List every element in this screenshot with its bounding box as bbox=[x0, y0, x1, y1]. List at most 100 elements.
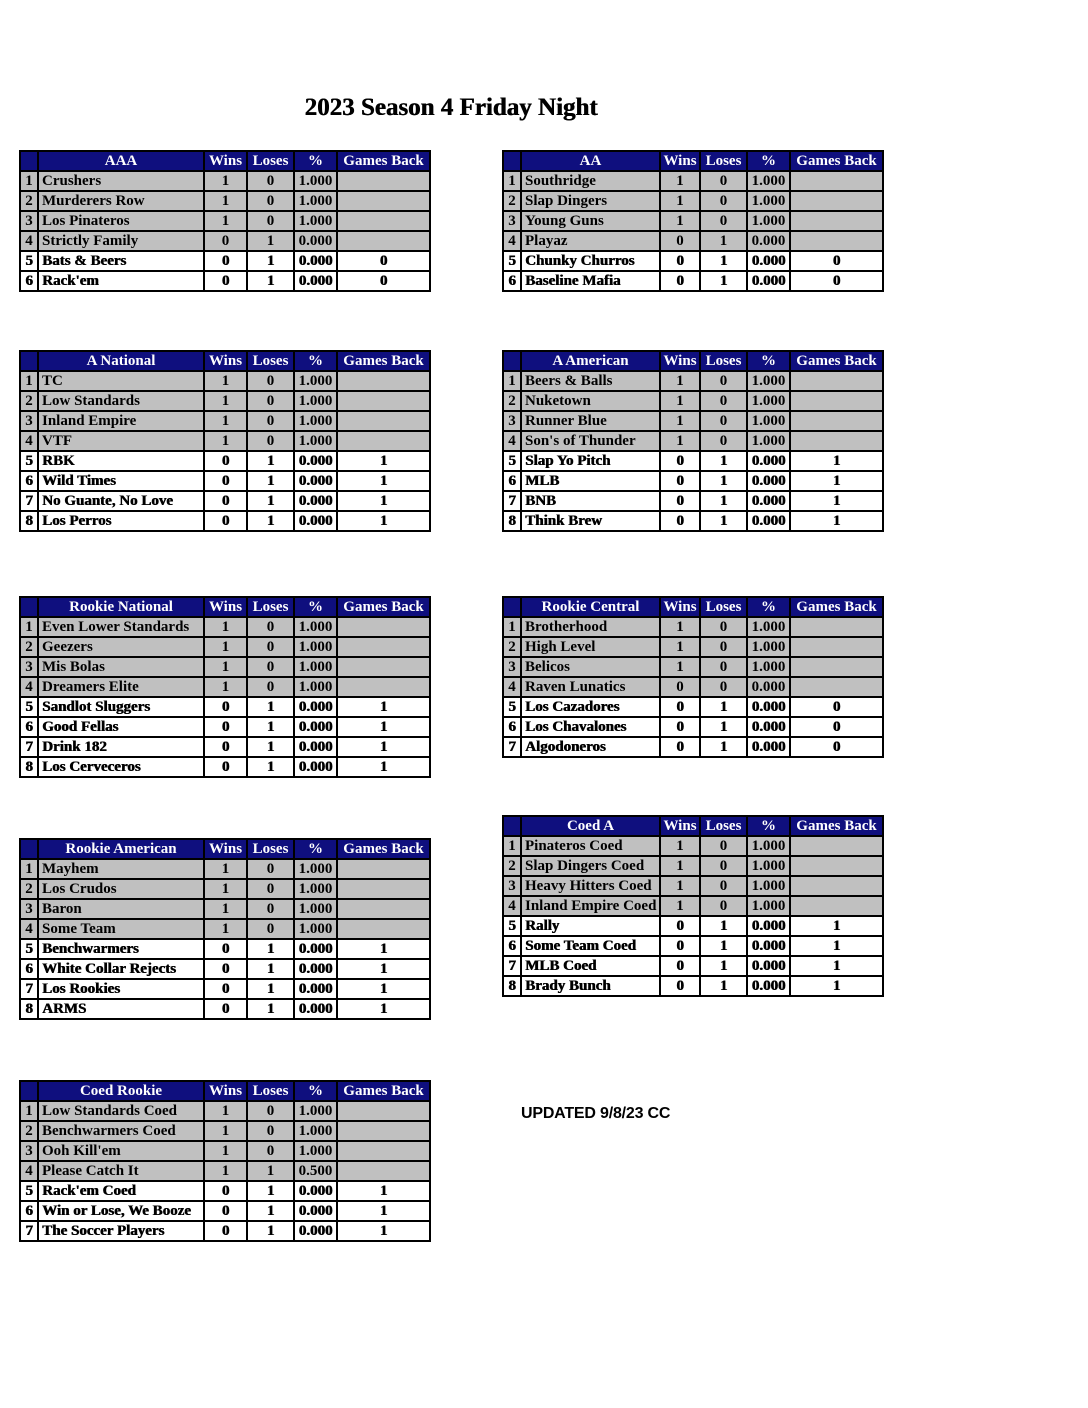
column-header: Loses bbox=[246, 150, 295, 172]
table-row: 1 Brotherhood 1 0 1.000 bbox=[502, 616, 884, 638]
table-row: 5 Sandlot Sluggers 0 1 0.000 1 bbox=[19, 696, 431, 718]
column-header: % bbox=[293, 838, 338, 860]
table-row: 8 Los Perros 0 1 0.000 1 bbox=[19, 510, 431, 532]
pct-cell: 0.000 bbox=[293, 716, 338, 738]
rank-cell: 4 bbox=[502, 230, 522, 252]
wins-cell: 0 bbox=[659, 490, 701, 512]
rank-cell: 3 bbox=[502, 875, 522, 897]
rank-cell: 5 bbox=[19, 450, 39, 472]
team-name: Good Fellas bbox=[37, 716, 205, 738]
rank-cell: 6 bbox=[502, 470, 522, 492]
column-header: % bbox=[746, 350, 791, 372]
rank-cell: 2 bbox=[502, 390, 522, 412]
header-row: AA Wins Loses% Games Back bbox=[502, 150, 884, 172]
team-name: Low Standards Coed bbox=[37, 1100, 205, 1122]
pct-cell: 1.000 bbox=[746, 835, 791, 857]
team-name: Some Team Coed bbox=[520, 935, 661, 957]
wins-cell: 1 bbox=[659, 370, 701, 392]
table-row: 7 No Guante, No Love 0 1 0.000 1 bbox=[19, 490, 431, 512]
rank-cell: 6 bbox=[19, 470, 39, 492]
pct-cell: 0.500 bbox=[293, 1160, 338, 1182]
wins-cell: 1 bbox=[659, 895, 701, 917]
wins-cell: 1 bbox=[659, 170, 701, 192]
loses-cell: 0 bbox=[699, 430, 748, 452]
rank-cell: 4 bbox=[19, 918, 39, 940]
rank-cell: 2 bbox=[19, 390, 39, 412]
loses-cell: 0 bbox=[246, 1140, 295, 1162]
table-row: 7 The Soccer Players 0 1 0.000 1 bbox=[19, 1220, 431, 1242]
column-header: Games Back bbox=[789, 596, 884, 618]
loses-cell: 1 bbox=[246, 1200, 295, 1222]
loses-cell: 0 bbox=[246, 898, 295, 920]
rank-cell: 3 bbox=[19, 656, 39, 678]
team-name: VTF bbox=[37, 430, 205, 452]
loses-cell: 1 bbox=[246, 1180, 295, 1202]
column-header: % bbox=[293, 596, 338, 618]
loses-cell: 0 bbox=[246, 170, 295, 192]
loses-cell: 0 bbox=[699, 835, 748, 857]
column-header: Games Back bbox=[336, 350, 431, 372]
loses-cell: 1 bbox=[699, 915, 748, 937]
games-back-cell bbox=[336, 676, 431, 698]
wins-cell: 0 bbox=[659, 975, 701, 997]
games-back-cell: 1 bbox=[336, 1220, 431, 1242]
wins-cell: 0 bbox=[203, 270, 248, 292]
team-name: Algodoneros bbox=[520, 736, 661, 758]
team-name: Low Standards bbox=[37, 390, 205, 412]
header-row: A American Wins Loses% Games Back bbox=[502, 350, 884, 372]
games-back-cell: 0 bbox=[789, 716, 884, 738]
header-row: Coed Rookie Wins Loses% Games Back bbox=[19, 1080, 431, 1102]
corner-cell bbox=[502, 350, 522, 372]
wins-cell: 1 bbox=[659, 875, 701, 897]
column-header: % bbox=[746, 815, 791, 837]
games-back-cell bbox=[789, 210, 884, 232]
wins-cell: 1 bbox=[659, 410, 701, 432]
wins-cell: 0 bbox=[659, 230, 701, 252]
corner-cell bbox=[19, 596, 39, 618]
games-back-cell bbox=[336, 190, 431, 212]
wins-cell: 1 bbox=[203, 190, 248, 212]
games-back-cell: 1 bbox=[336, 1200, 431, 1222]
team-name: Los Chavalones bbox=[520, 716, 661, 738]
pct-cell: 1.000 bbox=[746, 370, 791, 392]
wins-cell: 1 bbox=[203, 370, 248, 392]
page-title: 2023 Season 4 Friday Night bbox=[304, 94, 598, 121]
games-back-cell: 1 bbox=[789, 470, 884, 492]
team-name: Los Perros bbox=[37, 510, 205, 532]
wins-cell: 1 bbox=[203, 676, 248, 698]
rank-cell: 7 bbox=[502, 736, 522, 758]
loses-cell: 0 bbox=[246, 676, 295, 698]
table-row: 6 Baseline Mafia 0 1 0.000 0 bbox=[502, 270, 884, 292]
table-row: 6 Some Team Coed 0 1 0.000 1 bbox=[502, 935, 884, 957]
games-back-cell bbox=[789, 636, 884, 658]
wins-cell: 0 bbox=[203, 756, 248, 778]
pct-cell: 1.000 bbox=[293, 858, 338, 880]
column-header: Wins bbox=[203, 350, 248, 372]
pct-cell: 0.000 bbox=[293, 978, 338, 1000]
wins-cell: 0 bbox=[203, 736, 248, 758]
pct-cell: 1.000 bbox=[746, 895, 791, 917]
wins-cell: 1 bbox=[203, 1120, 248, 1142]
header-row: Rookie Central Wins Loses% Games Back bbox=[502, 596, 884, 618]
wins-cell: 0 bbox=[659, 470, 701, 492]
loses-cell: 1 bbox=[246, 756, 295, 778]
team-name: Sandlot Sluggers bbox=[37, 696, 205, 718]
pct-cell: 1.000 bbox=[746, 390, 791, 412]
pct-cell: 1.000 bbox=[746, 170, 791, 192]
loses-cell: 1 bbox=[699, 230, 748, 252]
rank-cell: 7 bbox=[19, 736, 39, 758]
wins-cell: 1 bbox=[659, 430, 701, 452]
pct-cell: 0.000 bbox=[293, 470, 338, 492]
pct-cell: 0.000 bbox=[746, 450, 791, 472]
loses-cell: 1 bbox=[246, 250, 295, 272]
team-name: Please Catch It bbox=[37, 1160, 205, 1182]
pct-cell: 0.000 bbox=[746, 736, 791, 758]
games-back-cell bbox=[336, 430, 431, 452]
table-row: 3 Mis Bolas 1 0 1.000 bbox=[19, 656, 431, 678]
rank-cell: 4 bbox=[19, 430, 39, 452]
column-header: Wins bbox=[203, 838, 248, 860]
games-back-cell: 0 bbox=[336, 250, 431, 272]
table-row: 3 Ooh Kill'em 1 0 1.000 bbox=[19, 1140, 431, 1162]
table-row: 4 Strictly Family 0 1 0.000 bbox=[19, 230, 431, 252]
games-back-cell bbox=[336, 1100, 431, 1122]
